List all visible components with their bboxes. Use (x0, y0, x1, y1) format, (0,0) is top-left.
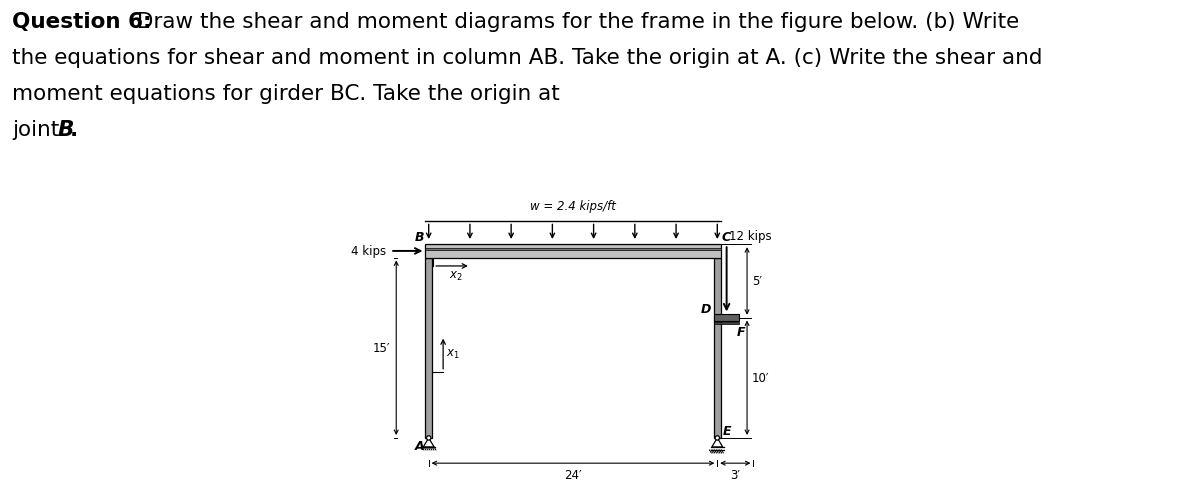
Text: 10′: 10′ (752, 372, 769, 384)
Text: 15′: 15′ (373, 341, 390, 355)
Text: B: B (415, 230, 424, 243)
Bar (714, 322, 739, 324)
Text: the equations for shear and moment in column AB. Take the origin at A. (c) Write: the equations for shear and moment in co… (12, 48, 1043, 68)
Text: moment equations for girder BC. Take the origin at: moment equations for girder BC. Take the… (12, 84, 559, 104)
Text: B: B (58, 120, 74, 140)
Text: .: . (70, 120, 78, 140)
Bar (425, 245, 721, 258)
Polygon shape (712, 438, 722, 447)
Text: w = 2.4 kips/ft: w = 2.4 kips/ft (530, 199, 616, 212)
Bar (714, 315, 739, 321)
Text: $x_2$: $x_2$ (449, 269, 462, 282)
Text: 12 kips: 12 kips (730, 229, 772, 242)
Text: 3′: 3′ (731, 468, 740, 480)
Text: 24′: 24′ (564, 468, 582, 480)
Text: $x_1$: $x_1$ (445, 348, 460, 360)
Polygon shape (424, 438, 434, 447)
Circle shape (715, 436, 720, 440)
Text: 4 kips: 4 kips (352, 245, 386, 258)
Text: C: C (722, 230, 731, 243)
Text: D: D (701, 302, 712, 316)
Text: E: E (722, 424, 731, 437)
Text: Draw the shear and moment diagrams for the frame in the figure below. (b) Write: Draw the shear and moment diagrams for t… (130, 12, 1019, 32)
Text: joint: joint (12, 120, 66, 140)
Bar (714, 258, 721, 438)
Text: F: F (737, 325, 745, 338)
Bar (425, 258, 432, 438)
Circle shape (426, 436, 431, 440)
Text: A: A (415, 439, 425, 452)
Bar (425, 248, 721, 251)
Text: Question 6:: Question 6: (12, 12, 151, 32)
Text: 5′: 5′ (752, 275, 762, 288)
